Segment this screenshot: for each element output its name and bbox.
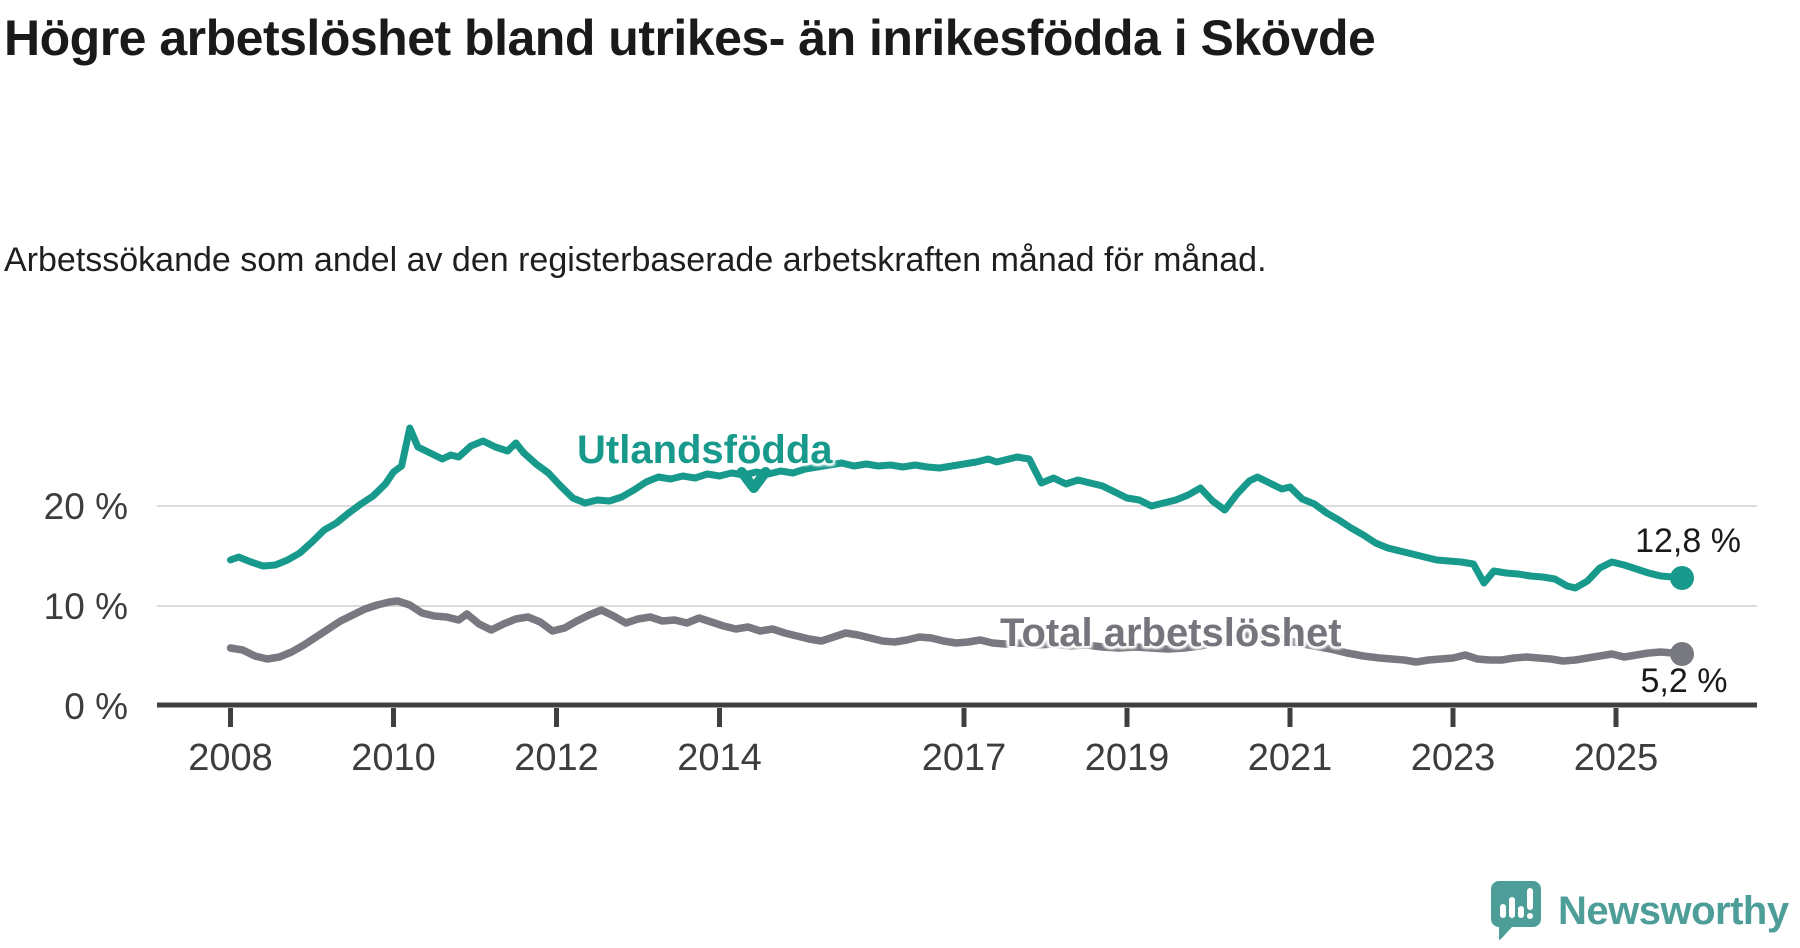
logo-bar-1 bbox=[1500, 904, 1506, 918]
logo-exclamation-bar bbox=[1527, 888, 1533, 910]
newsworthy-logo-icon bbox=[1491, 881, 1541, 940]
x-tick-label-2025: 2025 bbox=[1574, 737, 1659, 779]
label-arrow-down-icon bbox=[736, 467, 771, 493]
x-tick-label-2023: 2023 bbox=[1411, 737, 1496, 779]
x-tick-label-2019: 2019 bbox=[1085, 737, 1170, 779]
series-label-utlandsfodda: Utlandsfödda bbox=[577, 428, 833, 472]
series-line-total bbox=[226, 597, 1686, 666]
y-tick-label-0-percent: 0 % bbox=[64, 686, 128, 727]
x-tick-label-2008: 2008 bbox=[188, 737, 273, 779]
series-label-total-arbetsloshet: Total arbetslöshet bbox=[1000, 611, 1342, 655]
logo-bubble-shape bbox=[1491, 881, 1541, 940]
page-subtitle: Arbetssökande som andel av den registerb… bbox=[4, 241, 1267, 279]
x-tick-label-2017: 2017 bbox=[922, 737, 1007, 779]
logo-bar-3 bbox=[1518, 906, 1524, 918]
series-end-dot-utlandsfodda bbox=[1670, 566, 1695, 590]
x-tick-label-2010: 2010 bbox=[351, 737, 436, 779]
end-value-label-utlandsfodda: 12,8 % bbox=[1635, 522, 1741, 560]
x-tick-label-2014: 2014 bbox=[677, 737, 762, 779]
newsworthy-logo: Newsworthy bbox=[1490, 880, 1789, 942]
newsworthy-logo-text: Newsworthy bbox=[1558, 888, 1789, 933]
x-tick-label-2021: 2021 bbox=[1248, 737, 1333, 779]
logo-bar-2 bbox=[1509, 897, 1515, 918]
end-value-label-total: 5,2 % bbox=[1640, 662, 1728, 700]
page-title: Högre arbetslöshet bland utrikes- än inr… bbox=[4, 10, 1376, 66]
series-end-dot-total bbox=[1670, 642, 1695, 666]
x-tick-label-2012: 2012 bbox=[514, 737, 599, 779]
y-tick-label-20-percent: 20 % bbox=[44, 486, 128, 527]
series-line-utlandsfodda bbox=[227, 424, 1686, 592]
y-tick-label-10-percent: 10 % bbox=[44, 586, 128, 627]
logo-exclamation-dot bbox=[1527, 913, 1533, 919]
